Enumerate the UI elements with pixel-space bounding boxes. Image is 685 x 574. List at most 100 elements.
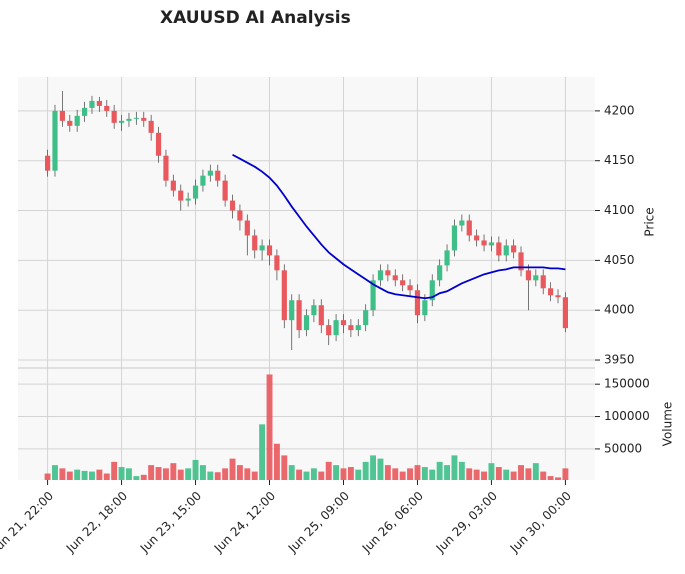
volume-bar	[140, 474, 147, 480]
x-tick-label: Jun 23, 15:00	[137, 489, 204, 556]
candle-body	[200, 175, 206, 186]
volume-bar	[259, 424, 266, 480]
volume-bar	[562, 468, 569, 480]
candle-body	[370, 280, 376, 311]
candle-body	[496, 242, 502, 256]
candle-body	[89, 100, 95, 108]
volume-bar	[384, 465, 391, 480]
volume-bar	[532, 463, 539, 480]
volume-tick-label: 150000	[604, 377, 650, 391]
candle-body	[385, 270, 391, 276]
volume-bar	[185, 468, 192, 480]
candle-body	[318, 305, 324, 326]
candle-body	[518, 252, 524, 271]
volume-bar	[481, 471, 487, 480]
volume-bar	[155, 467, 162, 480]
candle-body	[326, 325, 332, 336]
volume-bar	[273, 443, 280, 480]
volume-bar	[451, 455, 458, 480]
volume-bar	[66, 471, 73, 480]
candle-body	[274, 255, 280, 271]
candle-body	[126, 118, 132, 121]
volume-bar	[333, 465, 340, 480]
volume-bar	[81, 470, 88, 480]
candle-body	[392, 275, 398, 281]
candle-body	[74, 115, 80, 126]
x-tick-label: Jun 22, 18:00	[63, 489, 130, 556]
candle-body	[45, 155, 51, 171]
y-tick-label: 3950	[604, 353, 635, 367]
y-axis-label: Price	[643, 207, 657, 236]
y-tick-label: 4000	[604, 303, 635, 317]
y-tick-label: 4100	[604, 203, 635, 217]
candle-body	[444, 250, 450, 266]
candle-body	[437, 265, 443, 281]
candle-body	[400, 280, 406, 286]
candle-body	[207, 170, 213, 176]
volume-bar	[126, 468, 132, 480]
candle-body	[148, 120, 154, 133]
candle-body	[222, 180, 228, 201]
volume-bar	[251, 471, 258, 480]
volume-bar	[340, 468, 347, 480]
volume-bar	[466, 468, 473, 480]
candle-body	[244, 220, 250, 236]
candle-body	[81, 107, 88, 116]
candle-body	[548, 288, 554, 296]
volume-bar	[518, 465, 524, 480]
volume-bar	[399, 471, 406, 480]
volume-bar	[525, 468, 532, 480]
volume-bar	[111, 461, 118, 480]
volume-bar	[473, 469, 480, 480]
candle-body	[459, 220, 465, 226]
volume-bar	[355, 469, 362, 480]
volume-bar	[325, 461, 332, 480]
candle-body	[266, 245, 273, 256]
candle-body	[451, 225, 458, 251]
x-tick-label: Jun 21, 22:00	[0, 489, 56, 556]
candle-body	[355, 325, 361, 331]
candle-body	[348, 325, 354, 331]
volume-bar	[555, 477, 561, 480]
x-tick-label: Jun 30, 00:00	[507, 489, 574, 556]
candle-body	[59, 110, 65, 121]
candle-body	[340, 320, 347, 326]
volume-bar	[74, 469, 81, 480]
candle-body	[503, 245, 509, 256]
candle-body	[311, 305, 317, 316]
x-tick-label: Jun 25, 09:00	[285, 489, 352, 556]
volume-tick-label: 50000	[604, 441, 642, 455]
candle-body	[178, 190, 184, 201]
candle-body	[540, 275, 546, 289]
volume-bar	[488, 463, 495, 480]
x-tick-label: Jun 24, 12:00	[211, 489, 278, 556]
candle-body	[155, 132, 162, 156]
candle-body	[237, 210, 243, 221]
volume-bar	[59, 468, 66, 480]
volume-bar	[540, 471, 547, 480]
candle-body	[52, 110, 58, 171]
candle-body	[118, 120, 125, 123]
volume-bar	[103, 473, 110, 480]
volume-bar	[244, 468, 251, 480]
volume-bar	[177, 469, 184, 480]
volume-bar	[207, 471, 214, 480]
candle-body	[289, 300, 295, 321]
volume-bar	[362, 461, 369, 480]
volume-bar	[495, 467, 502, 480]
volume-bar	[266, 374, 273, 480]
x-tick-label: Jun 29, 03:00	[433, 489, 500, 556]
volume-bar	[222, 468, 229, 480]
candle-body	[333, 320, 339, 336]
candle-body	[96, 100, 102, 106]
candle-body	[562, 297, 568, 329]
candle-body	[111, 110, 117, 123]
candle-body	[281, 270, 287, 321]
volume-bar	[296, 469, 303, 480]
candle-body	[104, 105, 110, 111]
volume-bar	[370, 455, 377, 480]
volume-bar	[96, 469, 103, 480]
candle-body	[67, 120, 73, 126]
volume-bar	[444, 465, 451, 480]
